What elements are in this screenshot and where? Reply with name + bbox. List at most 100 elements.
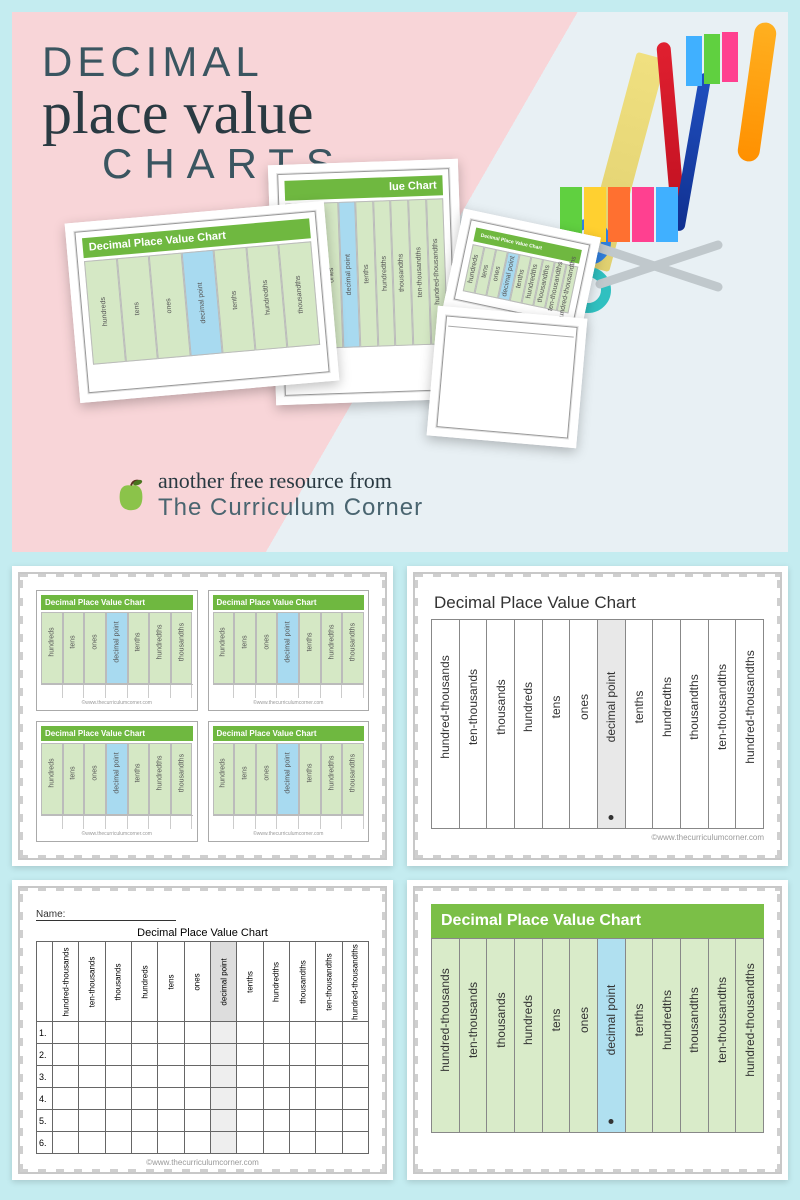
place-value-column: thousandths (171, 612, 193, 684)
table-cell (53, 1110, 79, 1132)
place-value-column: tenths (299, 743, 321, 815)
table-cell (79, 1022, 105, 1044)
table-cell (342, 1022, 368, 1044)
place-value-column: ones (256, 743, 278, 815)
table-cell (158, 1088, 184, 1110)
place-value-column: ten-thousandths (709, 620, 737, 828)
card-large-chart-green: Decimal Place Value Chart hundred-thousa… (407, 880, 788, 1180)
column-header: thousandths (289, 942, 315, 1022)
name-field-label: Name: (36, 909, 176, 921)
column-header: tenths (237, 942, 263, 1022)
table-cell (289, 1044, 315, 1066)
table-cell (316, 1022, 342, 1044)
table-cell (289, 1088, 315, 1110)
place-value-column: decimal point (598, 620, 626, 828)
copyright-footer: ©www.thecurriculumcorner.com (213, 700, 365, 706)
page-flag-icon (722, 32, 738, 82)
place-value-column: hundred-thousands (432, 620, 460, 828)
place-value-column: tenths (626, 939, 654, 1132)
table-cell (184, 1132, 210, 1154)
chart-title: Decimal Place Value Chart (213, 595, 365, 610)
table-cell (131, 1132, 157, 1154)
place-value-column: ones (570, 939, 598, 1132)
place-value-column: tenths (128, 743, 150, 815)
place-value-column: tens (543, 620, 571, 828)
place-value-column: ones (84, 612, 106, 684)
table-cell (316, 1088, 342, 1110)
column-header: decimal point (210, 942, 236, 1022)
table-cell (263, 1044, 289, 1066)
page-flag-icon (686, 36, 702, 86)
table-cell (184, 1110, 210, 1132)
place-value-column: tenths (626, 620, 654, 828)
hero-attribution: another free resource from The Curriculu… (112, 468, 423, 522)
table-cell (342, 1044, 368, 1066)
place-value-column: hundreds (213, 743, 235, 815)
table-cell (210, 1044, 236, 1066)
table-cell (237, 1110, 263, 1132)
table-cell (263, 1110, 289, 1132)
table-cell (316, 1066, 342, 1088)
place-value-column: tens (543, 939, 571, 1132)
title-place-value: place value (42, 86, 346, 140)
table-cell (289, 1066, 315, 1088)
table-cell (316, 1044, 342, 1066)
place-value-column: thousands (487, 939, 515, 1132)
place-value-column: ten-thousandths (709, 939, 737, 1132)
place-value-column: decimal point (106, 612, 128, 684)
table-cell (53, 1044, 79, 1066)
table-cell (263, 1066, 289, 1088)
table-cell (105, 1044, 131, 1066)
place-value-column: hundredths (321, 743, 343, 815)
table-cell (184, 1066, 210, 1088)
table-cell (316, 1132, 342, 1154)
column-header: hundred-thousandths (342, 942, 368, 1022)
preview-grid: Decimal Place Value Charthundredstensone… (12, 566, 788, 1180)
place-value-column: tens (63, 743, 85, 815)
table-row: 2. (37, 1044, 369, 1066)
place-value-column: tens (234, 612, 256, 684)
row-number: 3. (37, 1066, 53, 1088)
card-large-chart-plain: Decimal Place Value Chart hundred-thousa… (407, 566, 788, 866)
table-cell (237, 1088, 263, 1110)
row-number: 4. (37, 1088, 53, 1110)
row-number: 2. (37, 1044, 53, 1066)
hero-banner: DECIMAL place value CHARTS lue Chart (12, 12, 788, 552)
hero-chart-previews: lue Chart hundredstensonesdecimal pointt… (72, 182, 552, 472)
preview-title: lue Chart (284, 175, 443, 201)
place-value-column: ones (84, 743, 106, 815)
table-cell (105, 1088, 131, 1110)
table-cell (316, 1110, 342, 1132)
table-cell (184, 1044, 210, 1066)
table-cell (289, 1022, 315, 1044)
place-value-column: hundredths (653, 939, 681, 1132)
copyright-footer: ©www.thecurriculumcorner.com (431, 833, 764, 842)
brand-name: The Curriculum Corner (158, 494, 423, 522)
place-value-column: tenths (128, 612, 150, 684)
place-value-column: hundred-thousandths (736, 939, 763, 1132)
table-cell (237, 1044, 263, 1066)
place-value-column: thousandths (171, 743, 193, 815)
place-value-column: ones (256, 612, 278, 684)
table-cell (263, 1022, 289, 1044)
place-value-column: hundred-thousands (432, 939, 460, 1132)
chart-title: Decimal Place Value Chart (41, 726, 193, 741)
table-row: 3. (37, 1066, 369, 1088)
place-value-column: hundredths (149, 612, 171, 684)
table-cell (158, 1110, 184, 1132)
table-cell (237, 1132, 263, 1154)
table-cell (342, 1132, 368, 1154)
table-cell (53, 1088, 79, 1110)
place-value-column: hundreds (515, 620, 543, 828)
table-cell (289, 1132, 315, 1154)
table-cell (210, 1110, 236, 1132)
table-cell (210, 1022, 236, 1044)
small-chart: Decimal Place Value Charthundredstensone… (208, 721, 370, 842)
table-cell (53, 1022, 79, 1044)
place-value-column: tenths (299, 612, 321, 684)
column-header: ten-thousandths (316, 942, 342, 1022)
table-cell (158, 1066, 184, 1088)
copyright-footer: ©www.thecurriculumcorner.com (41, 831, 193, 837)
highlighter-icon (736, 21, 777, 163)
chart-title: Decimal Place Value Chart (431, 590, 764, 619)
